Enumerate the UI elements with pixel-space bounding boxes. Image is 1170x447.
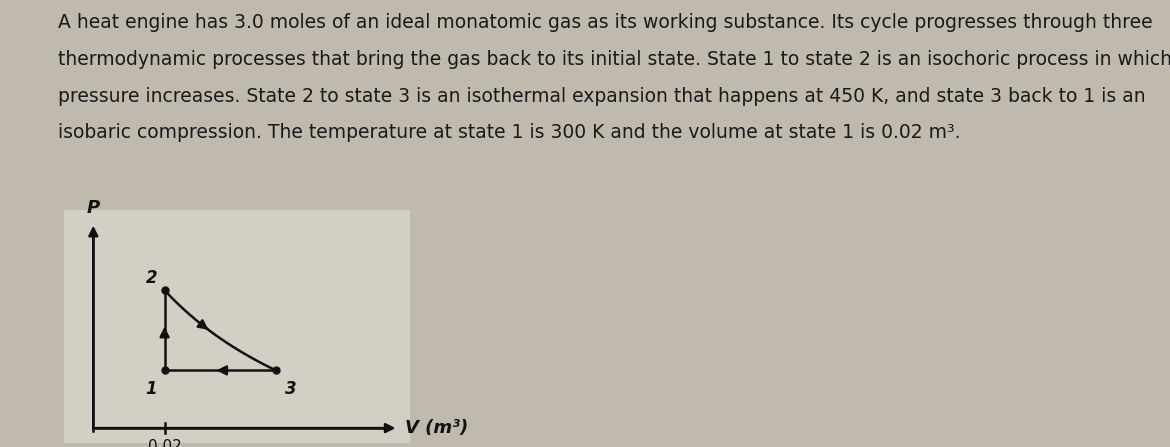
- Text: thermodynamic processes that bring the gas back to its initial state. State 1 to: thermodynamic processes that bring the g…: [58, 50, 1170, 69]
- Text: 2: 2: [145, 269, 157, 287]
- Text: A heat engine has 3.0 moles of an ideal monatomic gas as its working substance. : A heat engine has 3.0 moles of an ideal …: [58, 13, 1154, 33]
- Text: 1: 1: [145, 380, 157, 398]
- Text: V (m³): V (m³): [405, 419, 468, 437]
- Text: 0.02: 0.02: [147, 439, 181, 447]
- Text: P: P: [87, 198, 99, 216]
- Text: 3: 3: [284, 380, 296, 398]
- Text: isobaric compression. The temperature at state 1 is 300 K and the volume at stat: isobaric compression. The temperature at…: [58, 123, 961, 143]
- Text: pressure increases. State 2 to state 3 is an isothermal expansion that happens a: pressure increases. State 2 to state 3 i…: [58, 87, 1147, 106]
